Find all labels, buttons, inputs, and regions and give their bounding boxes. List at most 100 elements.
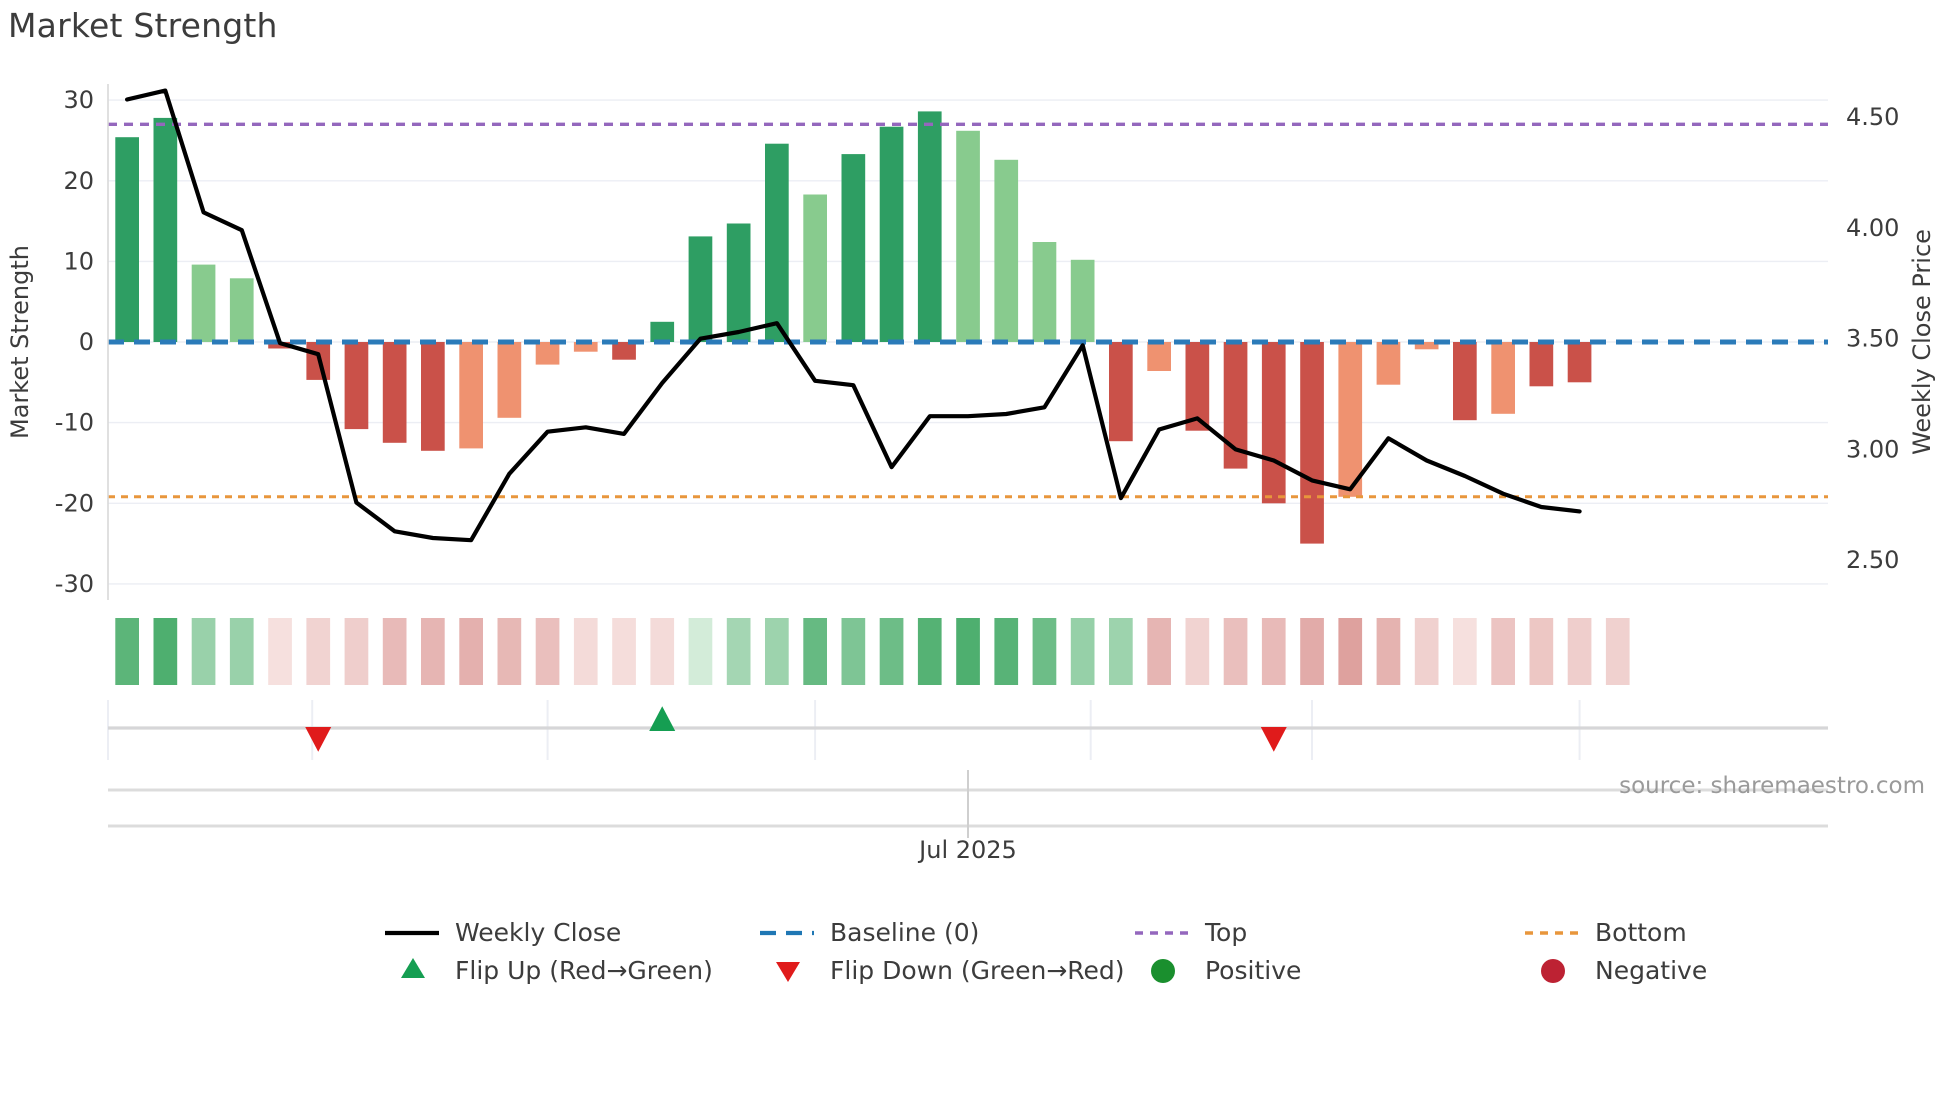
heat-cell-10[interactable] <box>497 618 522 685</box>
bar-32[interactable] <box>1338 342 1363 497</box>
heat-cell-17[interactable] <box>765 618 789 685</box>
heat-cell-39[interactable] <box>1605 618 1630 685</box>
legend-label-6: Positive <box>1205 956 1301 985</box>
heat-cell-26[interactable] <box>1109 618 1133 685</box>
weekly-close-line[interactable] <box>125 88 1582 543</box>
bar-37[interactable] <box>1529 342 1554 387</box>
legend-label-2: Top <box>1204 918 1247 947</box>
bar-2[interactable] <box>191 264 216 342</box>
heat-cell-25[interactable] <box>1070 618 1095 685</box>
heat-cell-3[interactable] <box>229 618 254 685</box>
bar-17[interactable] <box>765 143 789 342</box>
bar-10[interactable] <box>497 342 522 418</box>
bar-3[interactable] <box>229 278 254 342</box>
bar-23[interactable] <box>994 159 1019 342</box>
left-axis-title: Market Strength <box>6 245 34 439</box>
heat-cell-6[interactable] <box>344 618 369 685</box>
legend-label-7: Negative <box>1595 956 1707 985</box>
bar-34[interactable] <box>1414 342 1439 350</box>
bar-6[interactable] <box>344 342 369 430</box>
legend-swatch-dot-6 <box>1151 959 1175 983</box>
heat-cell-33[interactable] <box>1376 618 1401 685</box>
legend-item-2[interactable]: Top <box>1135 918 1247 947</box>
bar-29[interactable] <box>1223 342 1248 469</box>
heat-cell-2[interactable] <box>191 618 216 685</box>
heat-cell-8[interactable] <box>421 618 445 685</box>
heat-cell-22[interactable] <box>956 618 980 685</box>
heat-cell-20[interactable] <box>879 618 904 685</box>
bar-31[interactable] <box>1300 342 1324 544</box>
heat-cell-16[interactable] <box>726 618 751 685</box>
flip-marker-down-0[interactable] <box>305 727 332 752</box>
legend-item-6[interactable]: Positive <box>1151 956 1301 985</box>
legend-item-5[interactable]: Flip Down (Green→Red) <box>776 956 1125 985</box>
bar-16[interactable] <box>726 223 751 343</box>
heat-cell-38[interactable] <box>1567 618 1592 685</box>
bar-22[interactable] <box>956 130 980 342</box>
heat-cell-34[interactable] <box>1414 618 1439 685</box>
bar-series <box>115 111 1592 544</box>
bar-18[interactable] <box>803 194 827 343</box>
bar-24[interactable] <box>1032 242 1057 342</box>
heat-cell-35[interactable] <box>1453 618 1477 685</box>
heat-cell-36[interactable] <box>1491 618 1515 685</box>
legend-item-0[interactable]: Weekly Close <box>385 918 621 947</box>
heat-cell-31[interactable] <box>1300 618 1324 685</box>
bar-19[interactable] <box>841 154 866 342</box>
heat-cell-19[interactable] <box>841 618 866 685</box>
bar-25[interactable] <box>1070 259 1095 342</box>
legend-item-4[interactable]: Flip Up (Red→Green) <box>401 956 713 985</box>
heat-cell-15[interactable] <box>688 618 713 685</box>
bar-9[interactable] <box>459 342 483 449</box>
heat-cell-12[interactable] <box>573 618 598 685</box>
bar-26[interactable] <box>1109 342 1133 442</box>
heat-cell-1[interactable] <box>153 618 178 685</box>
heat-cell-4[interactable] <box>268 618 292 685</box>
bar-11[interactable] <box>535 342 560 365</box>
heat-cell-11[interactable] <box>535 618 560 685</box>
legend-item-7[interactable]: Negative <box>1541 956 1707 985</box>
heat-cell-13[interactable] <box>612 618 636 685</box>
lower-axis: Jul 2025 <box>108 770 1828 864</box>
bar-13[interactable] <box>612 342 636 360</box>
bar-0[interactable] <box>115 137 139 342</box>
right-tick-label-2: 3.50 <box>1846 325 1899 353</box>
heat-cell-28[interactable] <box>1185 618 1210 685</box>
legend-item-3[interactable]: Bottom <box>1525 918 1687 947</box>
bar-21[interactable] <box>917 111 942 343</box>
heat-cell-9[interactable] <box>459 618 483 685</box>
heat-cell-30[interactable] <box>1261 618 1286 685</box>
heat-cell-21[interactable] <box>917 618 942 685</box>
bar-27[interactable] <box>1147 342 1171 371</box>
bar-12[interactable] <box>573 342 598 352</box>
heat-cell-37[interactable] <box>1529 618 1554 685</box>
flip-marker-down-2[interactable] <box>1260 727 1287 752</box>
legend-item-1[interactable]: Baseline (0) <box>760 918 979 947</box>
heat-cell-5[interactable] <box>306 618 331 685</box>
bar-20[interactable] <box>879 126 904 342</box>
heat-cell-18[interactable] <box>803 618 827 685</box>
bar-38[interactable] <box>1567 342 1592 383</box>
bar-36[interactable] <box>1491 342 1515 414</box>
heat-cell-24[interactable] <box>1032 618 1057 685</box>
bar-14[interactable] <box>650 321 675 342</box>
heat-cell-32[interactable] <box>1338 618 1363 685</box>
heat-cell-23[interactable] <box>994 618 1019 685</box>
bar-1[interactable] <box>153 117 178 343</box>
left-tick-label-6: -30 <box>55 570 94 598</box>
heat-cell-27[interactable] <box>1147 618 1171 685</box>
bar-33[interactable] <box>1376 342 1401 385</box>
bar-28[interactable] <box>1185 342 1210 431</box>
bar-30[interactable] <box>1261 342 1286 504</box>
bar-35[interactable] <box>1453 342 1477 421</box>
bar-7[interactable] <box>382 342 407 443</box>
heat-cell-29[interactable] <box>1223 618 1248 685</box>
bar-15[interactable] <box>688 236 713 342</box>
bar-8[interactable] <box>421 342 445 451</box>
flip-marker-up-1[interactable] <box>649 706 676 731</box>
heat-cell-14[interactable] <box>650 618 675 685</box>
heat-cell-0[interactable] <box>115 618 139 685</box>
heat-cell-7[interactable] <box>382 618 407 685</box>
